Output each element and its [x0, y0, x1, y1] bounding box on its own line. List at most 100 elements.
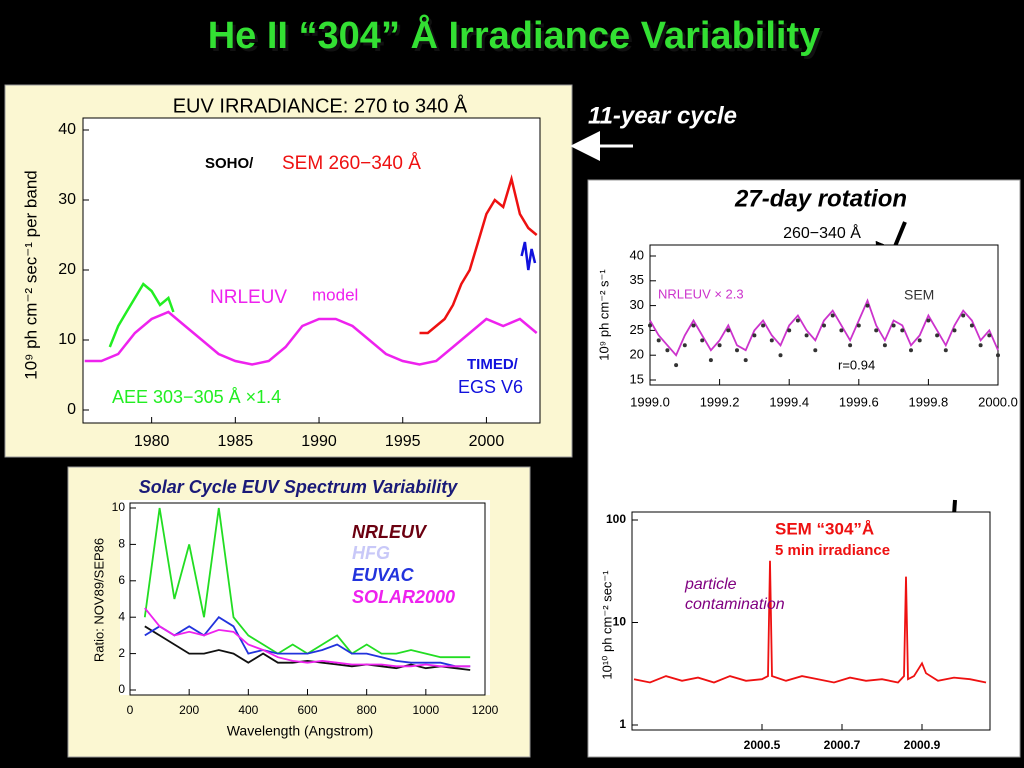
data-point	[787, 328, 792, 333]
annotation: 27-day rotation	[734, 185, 907, 212]
data-point	[743, 358, 748, 363]
series-label: SEM	[904, 287, 934, 303]
data-point	[926, 318, 931, 323]
slide-title: He II “304” Å Irradiance Variability	[208, 13, 821, 57]
data-point	[795, 318, 800, 323]
data-point	[700, 338, 705, 343]
y-tick-label: 25	[630, 322, 644, 337]
series-line	[633, 560, 987, 684]
y-tick-label: 100	[606, 512, 626, 526]
data-point	[874, 328, 879, 333]
data-point	[665, 348, 670, 353]
data-point	[935, 333, 940, 338]
series-label: AEE 303−305 Å ×1.4	[112, 387, 281, 407]
y-tick-label: 0	[118, 682, 125, 696]
data-point	[708, 358, 713, 363]
x-tick-label: 2000	[469, 433, 505, 450]
x-tick-label: 1999.8	[909, 394, 949, 409]
x-tick-label: 1990	[301, 433, 337, 450]
chart-title: Solar Cycle EUV Spectrum Variability	[139, 477, 458, 497]
y-tick-label: 35	[630, 272, 644, 287]
y-tick-label: 0	[67, 401, 76, 418]
x-tick-label: 1999.2	[700, 394, 740, 409]
data-point	[978, 343, 983, 348]
x-tick-label: 400	[238, 703, 258, 717]
chart-annotation: model	[312, 285, 358, 304]
y-tick-label: 10	[112, 500, 126, 514]
x-axis-label: Wavelength (Angstrom)	[227, 723, 374, 739]
data-point	[682, 343, 687, 348]
legend-label: HFG	[352, 543, 390, 563]
chart-annotation: contamination	[685, 596, 785, 613]
x-tick-label: 2000.0	[978, 394, 1018, 409]
y-tick-label: 40	[58, 121, 76, 138]
y-tick-label: 20	[630, 347, 644, 362]
chart-title: EUV IRRADIANCE: 270 to 340 Å	[173, 94, 468, 117]
y-tick-label: 30	[58, 191, 76, 208]
y-tick-label: 6	[118, 573, 125, 587]
x-tick-label: 1980	[134, 433, 170, 450]
data-point	[900, 328, 905, 333]
title-shadow: He II “304” Å Irradiance Variability	[211, 16, 824, 60]
series-line	[144, 607, 471, 668]
data-point	[996, 353, 1000, 358]
x-tick-label: 1995	[385, 433, 421, 450]
annotation: episodic flaring	[730, 458, 908, 485]
data-point	[839, 328, 844, 333]
legend-label: NRLEUV	[352, 522, 428, 542]
x-tick-label: 1999.0	[630, 394, 670, 409]
x-tick-label: 0	[127, 703, 134, 717]
x-tick-label: 800	[357, 703, 377, 717]
series-line	[144, 616, 471, 668]
x-tick-label: 1200	[472, 703, 499, 717]
data-point	[943, 348, 948, 353]
data-point	[761, 323, 766, 328]
series-line	[520, 241, 537, 271]
y-tick-label: 15	[630, 371, 644, 386]
data-point	[952, 328, 957, 333]
y-axis-label: 10⁹ ph cm⁻² sec⁻¹ per band	[21, 170, 40, 380]
annotation: 11-year cycle	[588, 102, 737, 129]
y-tick-label: 1	[619, 717, 626, 731]
data-point	[856, 323, 861, 328]
data-point	[656, 338, 661, 343]
x-tick-label: 600	[297, 703, 317, 717]
chart-annotation: 5 min irradiance	[775, 542, 890, 559]
data-point	[752, 333, 757, 338]
series-line	[84, 310, 538, 366]
data-point	[804, 333, 809, 338]
series-line	[649, 298, 999, 357]
y-tick-label: 2	[118, 646, 125, 660]
series-label: SEM 260−340 Å	[282, 153, 421, 174]
chart-title: 260−340 Å	[783, 223, 861, 242]
y-axis-label: 10¹⁰ ph cm⁻² sec⁻¹	[599, 570, 614, 680]
data-point	[717, 343, 722, 348]
y-tick-label: 10	[613, 615, 627, 629]
chart-annotation: SOHO/	[205, 155, 254, 172]
chart-annotation: particle	[684, 576, 737, 593]
legend-label: SOLAR2000	[352, 587, 455, 607]
y-axis-label: 10⁹ ph cm⁻² s⁻¹	[596, 269, 611, 361]
x-tick-label: 2000.9	[904, 738, 941, 752]
data-point	[778, 353, 783, 358]
data-point	[822, 323, 826, 328]
data-point	[674, 363, 679, 368]
chart-annotation: r=0.94	[838, 357, 875, 372]
series-line	[419, 174, 538, 335]
series-label: NRLEUV × 2.3	[658, 286, 744, 301]
y-tick-label: 40	[630, 247, 644, 262]
plot-frame	[649, 244, 999, 386]
data-point	[830, 313, 835, 318]
data-point	[648, 323, 652, 328]
x-tick-label: 1985	[218, 433, 254, 450]
x-tick-label: 2000.5	[744, 738, 781, 752]
chart-annotation: TIMED/	[467, 356, 519, 373]
data-point	[691, 323, 696, 328]
data-point	[769, 338, 774, 343]
data-point	[917, 338, 922, 343]
legend-label: EUVAC	[352, 565, 415, 585]
data-point	[909, 348, 913, 353]
x-tick-label: 1999.6	[839, 394, 879, 409]
y-tick-label: 4	[118, 609, 125, 623]
